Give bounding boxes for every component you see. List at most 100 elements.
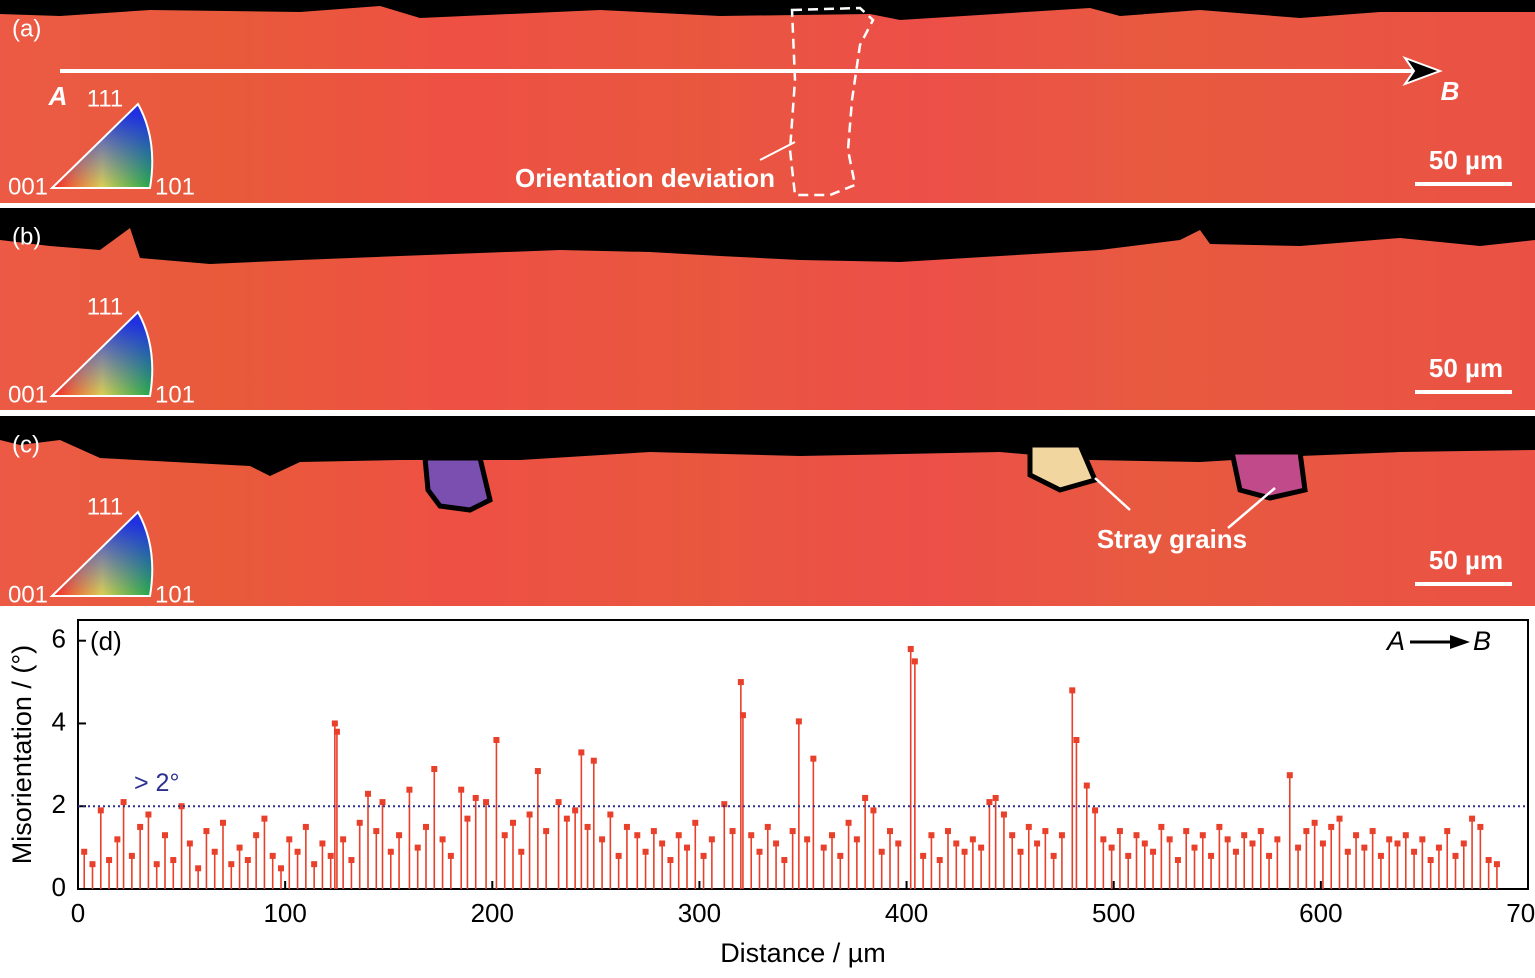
stem-marker (789, 828, 796, 835)
stem-marker (895, 840, 902, 847)
point-label: A (48, 81, 68, 111)
direction-end: B (1473, 626, 1491, 656)
stem-marker (1477, 823, 1484, 830)
stem-marker (211, 848, 218, 855)
stem-marker (1295, 844, 1302, 851)
stem-marker (501, 832, 508, 839)
stem-marker (599, 836, 606, 843)
ipf-label: 111 (87, 293, 123, 320)
x-tick-label: 600 (1299, 898, 1342, 928)
stem-marker (89, 861, 96, 868)
pointer (1094, 477, 1131, 511)
stem-marker (186, 840, 193, 847)
void-region (0, 0, 1535, 20)
stem-marker (1009, 832, 1016, 839)
stem-marker (1100, 836, 1107, 843)
stem-marker (153, 861, 160, 868)
stem-marker (953, 840, 960, 847)
panel-label: (c) (12, 431, 40, 458)
stem-marker (572, 807, 579, 814)
ipf-label: 001 (8, 173, 48, 200)
stem-marker (878, 848, 885, 855)
stem-marker (340, 836, 347, 843)
stem-marker (1319, 840, 1326, 847)
x-tick-label: 300 (678, 898, 721, 928)
stem-marker (1361, 844, 1368, 851)
stem-marker (1000, 811, 1007, 818)
stem-marker (1017, 848, 1024, 855)
stem-marker (203, 828, 210, 835)
stem-marker (634, 832, 641, 839)
stem-marker (447, 852, 454, 859)
stem-marker (992, 794, 999, 801)
ipf-label: 111 (87, 493, 123, 520)
stem-marker (228, 861, 235, 868)
stem-marker (1419, 836, 1426, 843)
ipf-label: 101 (155, 173, 195, 200)
stem-marker (650, 828, 657, 835)
stem-marker (319, 840, 326, 847)
stray-grain (1027, 442, 1099, 493)
stem-marker (721, 801, 728, 808)
stem-marker (986, 799, 993, 806)
ipf-label: 111 (87, 85, 123, 112)
map-a (0, 0, 1535, 203)
stem-marker (659, 840, 666, 847)
stem-marker (1083, 782, 1090, 789)
stem-marker (1328, 823, 1335, 830)
stem-marker (327, 852, 334, 859)
stem-marker (333, 728, 340, 735)
stem-marker (1485, 857, 1492, 864)
x-tick-label: 400 (885, 898, 928, 928)
stem-marker (365, 790, 371, 797)
stem-marker (114, 836, 121, 843)
stem-marker (1125, 852, 1132, 859)
stem-marker (534, 768, 541, 775)
stem-marker (804, 836, 811, 843)
stem-marker (829, 832, 835, 839)
void-region (0, 416, 1535, 476)
stem-marker (907, 645, 914, 652)
stem-marker (578, 749, 585, 756)
stem-marker (178, 803, 185, 810)
stem-marker (431, 765, 438, 772)
y-axis-label: Misorientation / (°) (7, 645, 37, 864)
stem-marker (1069, 687, 1076, 694)
stem-marker (1274, 836, 1281, 843)
y-tick-label: 2 (52, 789, 66, 819)
stem-marker (518, 848, 525, 855)
scale-label: 50 µm (1429, 353, 1503, 383)
stem-marker (379, 799, 386, 806)
stem-marker (1377, 852, 1384, 859)
stem-marker (1073, 737, 1080, 744)
stem-marker (1034, 840, 1041, 847)
stem-marker (510, 819, 516, 826)
ipf-triangle-overlay (49, 102, 154, 189)
stems (81, 645, 1500, 889)
stem-marker (286, 836, 293, 843)
stem-marker (969, 836, 976, 843)
stem-marker (1025, 823, 1032, 830)
stem-marker (781, 857, 788, 864)
stem-marker (128, 852, 135, 859)
map-background (0, 0, 1535, 203)
stem-marker (1386, 836, 1393, 843)
stem-marker (1216, 823, 1223, 830)
stem-marker (356, 819, 363, 826)
stem-marker (236, 844, 243, 851)
stem-marker (945, 828, 951, 835)
stem-marker (887, 828, 893, 835)
stem-marker (667, 857, 674, 864)
stray-grain (422, 455, 493, 513)
stem-marker (1402, 832, 1409, 839)
y-tick-label: 6 (52, 624, 66, 654)
stem-marker (348, 857, 355, 864)
stem-marker (737, 679, 744, 686)
annotation: Stray grains (1097, 524, 1247, 554)
stem-marker (837, 852, 844, 859)
stem-marker (406, 786, 413, 793)
panel-label: (b) (12, 223, 41, 250)
stem-marker (244, 857, 251, 864)
stem-marker (464, 815, 471, 822)
stem-marker (1249, 840, 1256, 847)
